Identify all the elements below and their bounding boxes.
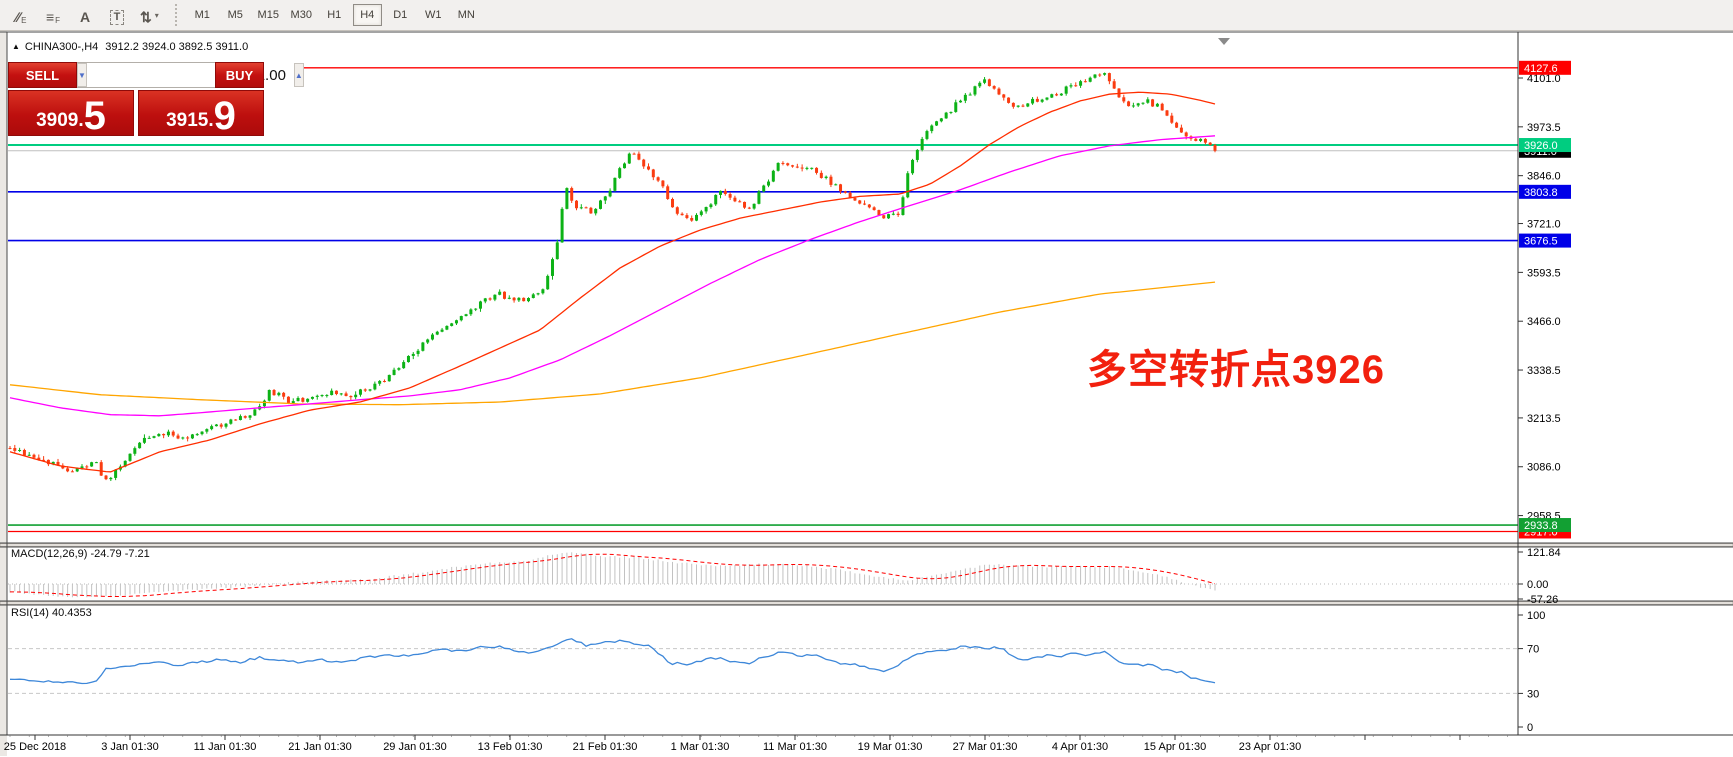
- volume-decrease-button[interactable]: ▼: [77, 63, 87, 87]
- rsi-line: [9, 638, 1216, 685]
- timeframe-m30-button[interactable]: M30: [290, 9, 312, 21]
- bid-price-small: 3909.: [36, 110, 84, 131]
- ma-fast-red: [9, 91, 1216, 473]
- time-axis[interactable]: 25 Dec 2018 3 Jan 01:30 11 Jan 01:30 21 Jan…: [4, 735, 1508, 753]
- panel-collapse-arrow-icon[interactable]: ▲: [12, 42, 20, 51]
- timeframe-h4-button[interactable]: H4: [352, 4, 382, 26]
- macd-signal-line: [10, 553, 1216, 597]
- svg-text:1 Mar 01:30: 1 Mar 01:30: [671, 741, 730, 753]
- price-level-lines: [8, 67, 1518, 533]
- one-click-trading-panel: SELL ▼ ▲ BUY 3909.5 3915.9: [8, 62, 304, 136]
- toolbar-grip[interactable]: [172, 4, 180, 26]
- window-left-edge: [0, 31, 7, 756]
- rsi-pane: [8, 638, 1518, 694]
- toolbar: ∕∕ E ≡ F A T ⇅ ▾ M1 M5 M15 M30 H1 H4 D1 W1 MN: [0, 0, 1733, 31]
- svg-text:25 Dec 2018: 25 Dec 2018: [4, 741, 66, 753]
- svg-text:30: 30: [1527, 688, 1539, 700]
- svg-text:3676.5: 3676.5: [1524, 236, 1558, 248]
- timeframe-m1-button[interactable]: M1: [194, 9, 210, 21]
- svg-text:3213.5: 3213.5: [1527, 413, 1561, 425]
- svg-text:3466.0: 3466.0: [1527, 316, 1561, 328]
- bid-price-big-digit: 5: [83, 94, 106, 138]
- chart-frame: [0, 31, 1733, 736]
- ask-price-small: 3915.: [166, 110, 214, 131]
- svg-text:-57.26: -57.26: [1527, 594, 1558, 606]
- svg-text:4101.0: 4101.0: [1527, 73, 1561, 85]
- text-label-tool-icon[interactable]: A: [79, 9, 91, 25]
- svg-text:3973.5: 3973.5: [1527, 122, 1561, 134]
- ma-slow-orange: [9, 281, 1216, 406]
- ma-medium-magenta: [9, 135, 1216, 417]
- macd-pane: [8, 552, 1518, 598]
- svg-text:23 Apr 01:30: 23 Apr 01:30: [1239, 741, 1301, 753]
- timeframe-m5-button[interactable]: M5: [227, 9, 243, 21]
- macd-indicator-label: MACD(12,26,9) -24.79 -7.21: [11, 548, 150, 560]
- timeframe-w1-button[interactable]: W1: [425, 9, 442, 21]
- svg-text:0.00: 0.00: [1527, 579, 1548, 591]
- ask-price[interactable]: 3915. 9: [138, 90, 264, 136]
- svg-text:3593.5: 3593.5: [1527, 267, 1561, 279]
- svg-text:21 Feb 01:30: 21 Feb 01:30: [573, 741, 638, 753]
- svg-text:3721.0: 3721.0: [1527, 219, 1561, 231]
- svg-text:3846.0: 3846.0: [1527, 171, 1561, 183]
- chart-text-annotation[interactable]: 多空转折点3926: [1087, 348, 1385, 392]
- timeframe-d1-button[interactable]: D1: [393, 9, 408, 21]
- equidistant-channel-tool-icon[interactable]: ∕∕ E: [15, 9, 27, 25]
- svg-text:121.84: 121.84: [1527, 547, 1561, 559]
- svg-text:2933.8: 2933.8: [1524, 520, 1558, 532]
- tool-bar-icons: ∕∕ E ≡ F A T ⇅ ▾: [8, 3, 163, 27]
- timeframe-h1-button[interactable]: H1: [327, 9, 342, 21]
- svg-text:11 Mar 01:30: 11 Mar 01:30: [763, 741, 827, 753]
- price-axis[interactable]: 4101.0 3973.5 3846.0 3721.0 3593.5 3466.0 3338…: [1518, 60, 1571, 734]
- rsi-indicator-label: RSI(14) 40.4353: [11, 607, 92, 619]
- svg-text:19 Mar 01:30: 19 Mar 01:30: [858, 741, 923, 753]
- chart-shift-marker-icon[interactable]: [1218, 38, 1230, 45]
- ohlc-values: 3912.2 3924.0 3892.5 3911.0: [105, 41, 249, 53]
- arrows-tool-icon[interactable]: ⇅ ▾: [140, 9, 159, 25]
- chart-ohlc-header: ▲ CHINA300-,H4 3912.2 3924.0 3892.5 3911.0: [12, 41, 248, 53]
- svg-text:3926.0: 3926.0: [1524, 140, 1558, 152]
- bid-price[interactable]: 3909. 5: [8, 90, 134, 136]
- candlesticks: [8, 72, 1217, 482]
- svg-text:3338.5: 3338.5: [1527, 365, 1561, 377]
- svg-text:15 Apr 01:30: 15 Apr 01:30: [1144, 741, 1206, 753]
- buy-button[interactable]: BUY: [215, 62, 264, 88]
- timeframe-m15-button[interactable]: M15: [257, 9, 279, 21]
- svg-text:70: 70: [1527, 644, 1539, 656]
- symbol-name: CHINA300-,H4: [24, 41, 99, 53]
- svg-text:4127.6: 4127.6: [1524, 63, 1558, 75]
- svg-text:3 Jan 01:30: 3 Jan 01:30: [101, 741, 159, 753]
- svg-text:0: 0: [1527, 722, 1533, 734]
- timeframe-mn-button[interactable]: MN: [457, 9, 475, 21]
- svg-text:29 Jan 01:30: 29 Jan 01:30: [383, 741, 447, 753]
- svg-text:13 Feb 01:30: 13 Feb 01:30: [478, 741, 543, 753]
- sell-button[interactable]: SELL: [8, 62, 77, 88]
- svg-text:100: 100: [1527, 610, 1545, 622]
- ask-price-big-digit: 9: [213, 94, 236, 138]
- volume-control: ▼ ▲: [77, 62, 304, 88]
- volume-increase-button[interactable]: ▲: [293, 63, 304, 87]
- svg-text:27 Mar 01:30: 27 Mar 01:30: [953, 741, 1018, 753]
- text-box-tool-icon[interactable]: T: [104, 3, 130, 27]
- svg-text:3803.8: 3803.8: [1524, 187, 1558, 199]
- svg-text:21 Jan 01:30: 21 Jan 01:30: [288, 741, 352, 753]
- svg-text:4 Apr 01:30: 4 Apr 01:30: [1052, 741, 1108, 753]
- timeframe-bar: M1 M5 M15 M30 H1 H4 D1 W1 MN: [188, 4, 481, 26]
- svg-text:3086.0: 3086.0: [1527, 462, 1561, 474]
- svg-text:11 Jan 01:30: 11 Jan 01:30: [194, 741, 257, 753]
- fibonacci-retracement-tool-icon[interactable]: ≡ F: [45, 9, 61, 25]
